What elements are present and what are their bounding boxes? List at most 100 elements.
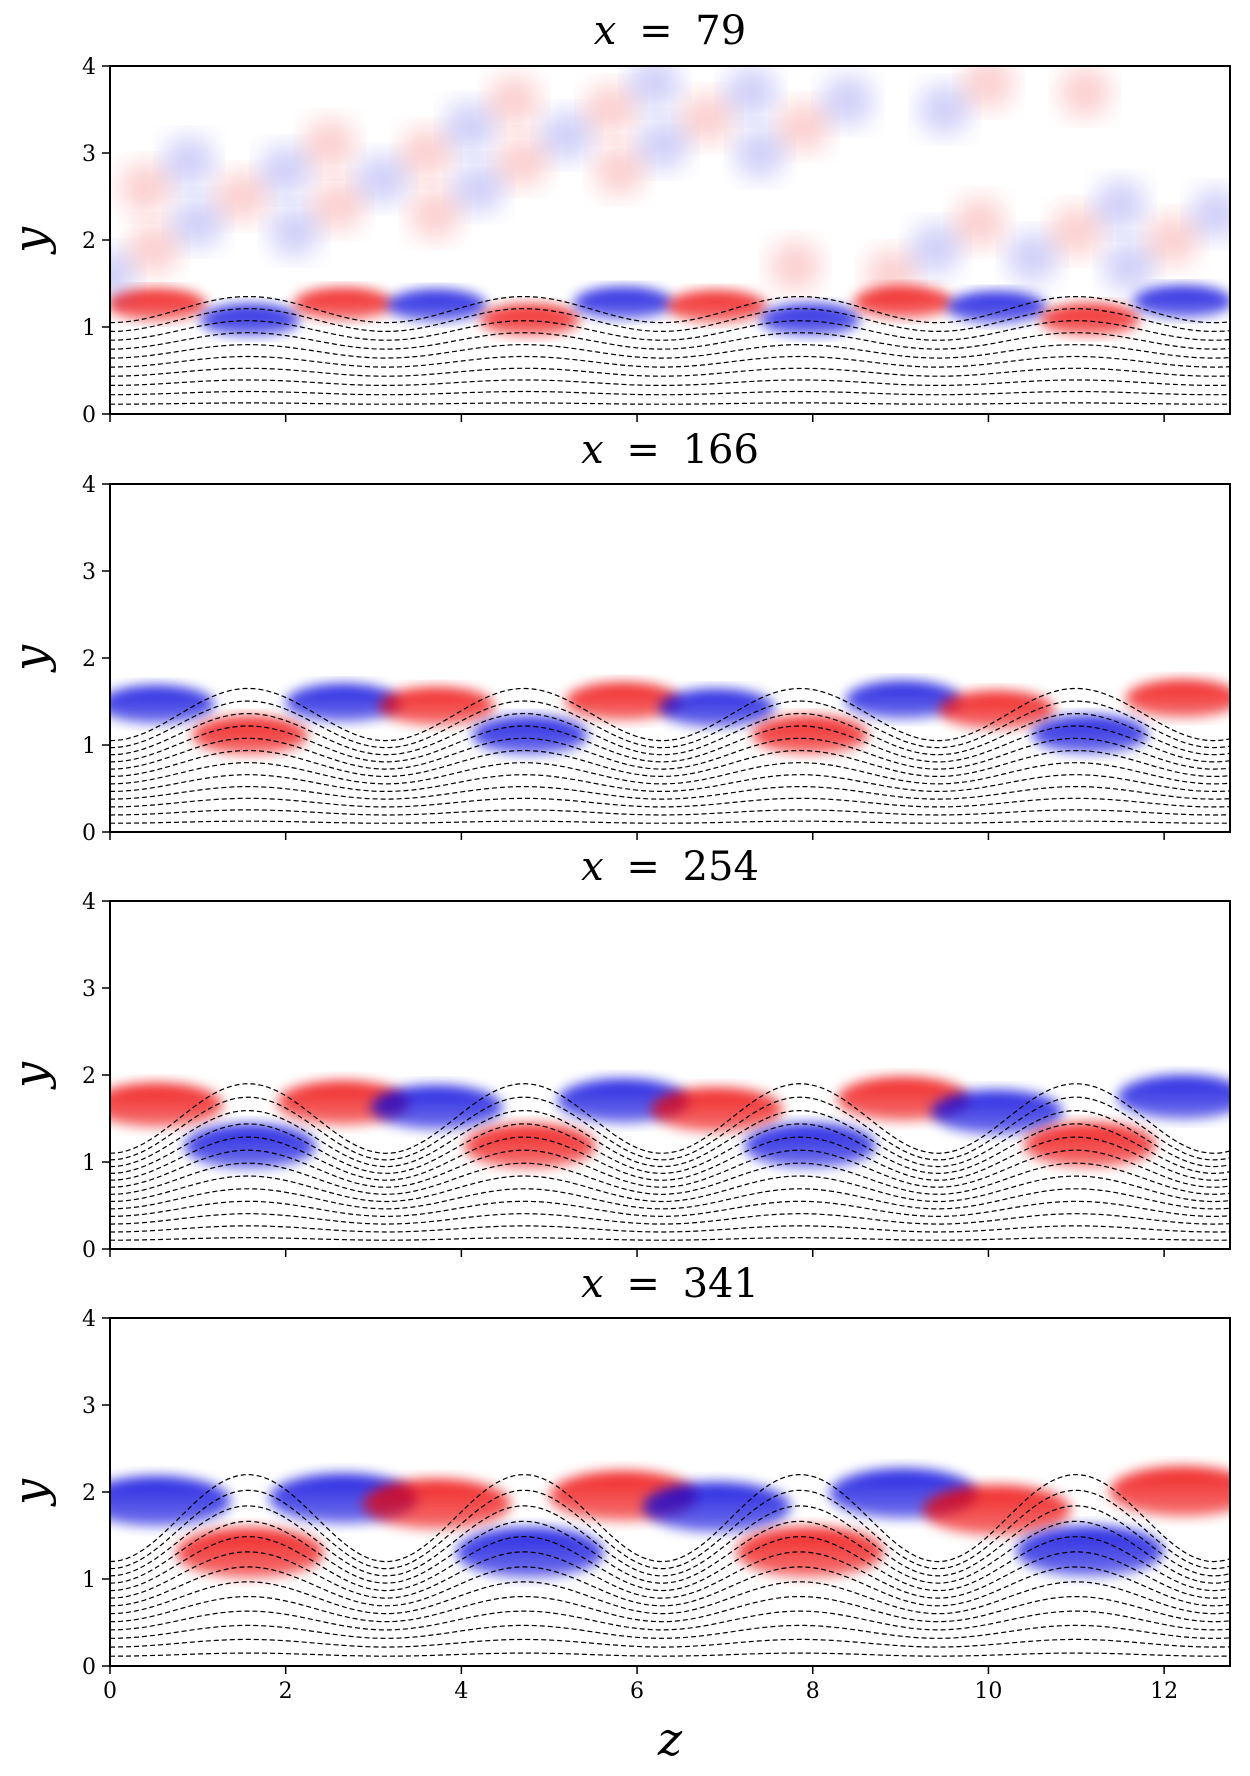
noise-blob (163, 135, 216, 188)
y-tick-label: 4 (82, 890, 96, 915)
streamline (110, 332, 1230, 350)
positive-vortex-blob (1125, 679, 1230, 718)
y-tick-label: 0 (82, 1655, 96, 1680)
streamline (110, 1123, 1230, 1175)
streamline (110, 797, 1230, 808)
y-tick-label: 3 (82, 977, 96, 1002)
negative-vortex-blob (200, 304, 300, 337)
y-tick-label: 2 (82, 1064, 96, 1089)
vorticity-field (110, 66, 1230, 337)
x-axis-label: z (657, 1712, 683, 1766)
positive-vortex-blob (110, 1082, 223, 1127)
noise-blob (593, 144, 646, 197)
positive-vortex-blob (176, 1527, 324, 1578)
negative-vortex-blob (285, 683, 402, 722)
y-tick-label: 0 (82, 821, 96, 846)
streamline (110, 390, 1230, 396)
noise-blob (953, 196, 1006, 249)
y-axis-label: y (3, 226, 57, 255)
streamline (110, 820, 1230, 824)
streamline-contours (110, 1473, 1230, 1657)
negative-vortex-blob (1117, 1075, 1230, 1120)
negative-vortex-blob (946, 291, 1047, 324)
streamline (110, 1096, 1230, 1161)
streamline (110, 1188, 1230, 1210)
y-tick-label: 1 (82, 316, 96, 341)
negative-vortex-blob (110, 685, 215, 724)
axis-ticks: 0 1 2 3 4 (82, 473, 1165, 846)
vorticity-field (110, 1075, 1230, 1169)
streamline (110, 1566, 1230, 1607)
y-tick-label: 3 (82, 560, 96, 585)
axes-frame (109, 483, 1231, 833)
streamline (110, 343, 1230, 359)
streamline (110, 1175, 1230, 1203)
noise-blob (444, 100, 497, 153)
positive-vortex-blob (110, 288, 207, 321)
streamline (110, 1213, 1230, 1225)
panel-x79: x = 79 0 1 2 3 4 y (3, 8, 1231, 428)
negative-vortex-blob (1016, 1526, 1164, 1577)
noise-blob (725, 66, 778, 119)
positive-vortex-blob (464, 1124, 596, 1169)
noise-blob (1059, 66, 1112, 119)
y-axis-label: y (3, 1478, 57, 1507)
streamline (110, 737, 1230, 770)
streamline (110, 1109, 1230, 1168)
noise-blob (734, 127, 787, 179)
noise-blob (259, 144, 312, 197)
positive-vortex-blob (565, 682, 682, 721)
positive-vortex-blob (293, 287, 394, 320)
streamline (110, 1596, 1230, 1623)
y-tick-label: 4 (82, 55, 96, 80)
streamline (110, 786, 1230, 800)
y-tick-label: 4 (82, 473, 96, 498)
positive-vortex-blob (666, 290, 767, 323)
x-tick-label: 6 (630, 1679, 644, 1704)
noise-blob (1050, 205, 1103, 258)
streamline (110, 1652, 1230, 1657)
panel-x254: x = 254 0 1 2 3 4 y (3, 844, 1231, 1263)
panel-title: x = 254 (581, 844, 759, 890)
noise-blob (962, 66, 1015, 110)
axes-frame (109, 900, 1231, 1250)
streamline-contours (110, 1083, 1230, 1241)
streamline (110, 320, 1230, 341)
y-tick-label: 2 (82, 229, 96, 254)
streamline (110, 296, 1230, 324)
y-axis-label: y (3, 1061, 57, 1090)
noise-blob (488, 74, 541, 127)
streamline (110, 367, 1230, 377)
noise-blob (496, 135, 549, 188)
x-tick-label: 8 (806, 1679, 820, 1704)
negative-vortex-blob (1032, 715, 1148, 754)
streamline (110, 1237, 1230, 1241)
streamline (110, 749, 1230, 777)
x-tick-label: 4 (454, 1679, 468, 1704)
streamline (110, 774, 1230, 792)
noise-blob (452, 161, 505, 214)
x-tick-label: 2 (279, 1679, 293, 1704)
streamline-contours (110, 687, 1230, 824)
streamline (110, 308, 1230, 333)
positive-vortex-blob (752, 715, 868, 754)
positive-vortex-blob (922, 1485, 1071, 1536)
axis-ticks: 0 1 2 3 4 (82, 890, 1165, 1263)
x-tick-label: 10 (974, 1679, 1002, 1704)
noise-blob (400, 127, 453, 179)
noise-blob (312, 179, 365, 232)
streamline (110, 687, 1230, 742)
positive-vortex-blob (650, 1087, 783, 1132)
noise-blob (1094, 179, 1147, 232)
streamline (110, 1136, 1230, 1181)
streamline (110, 1149, 1230, 1188)
streamline (110, 712, 1230, 756)
negative-vortex-blob (642, 1481, 791, 1532)
x-tick-label: 12 (1150, 1679, 1178, 1704)
streamline (110, 809, 1230, 816)
noise-blob (681, 92, 734, 145)
streamline (110, 1551, 1230, 1599)
positive-vortex-blob (192, 716, 308, 755)
